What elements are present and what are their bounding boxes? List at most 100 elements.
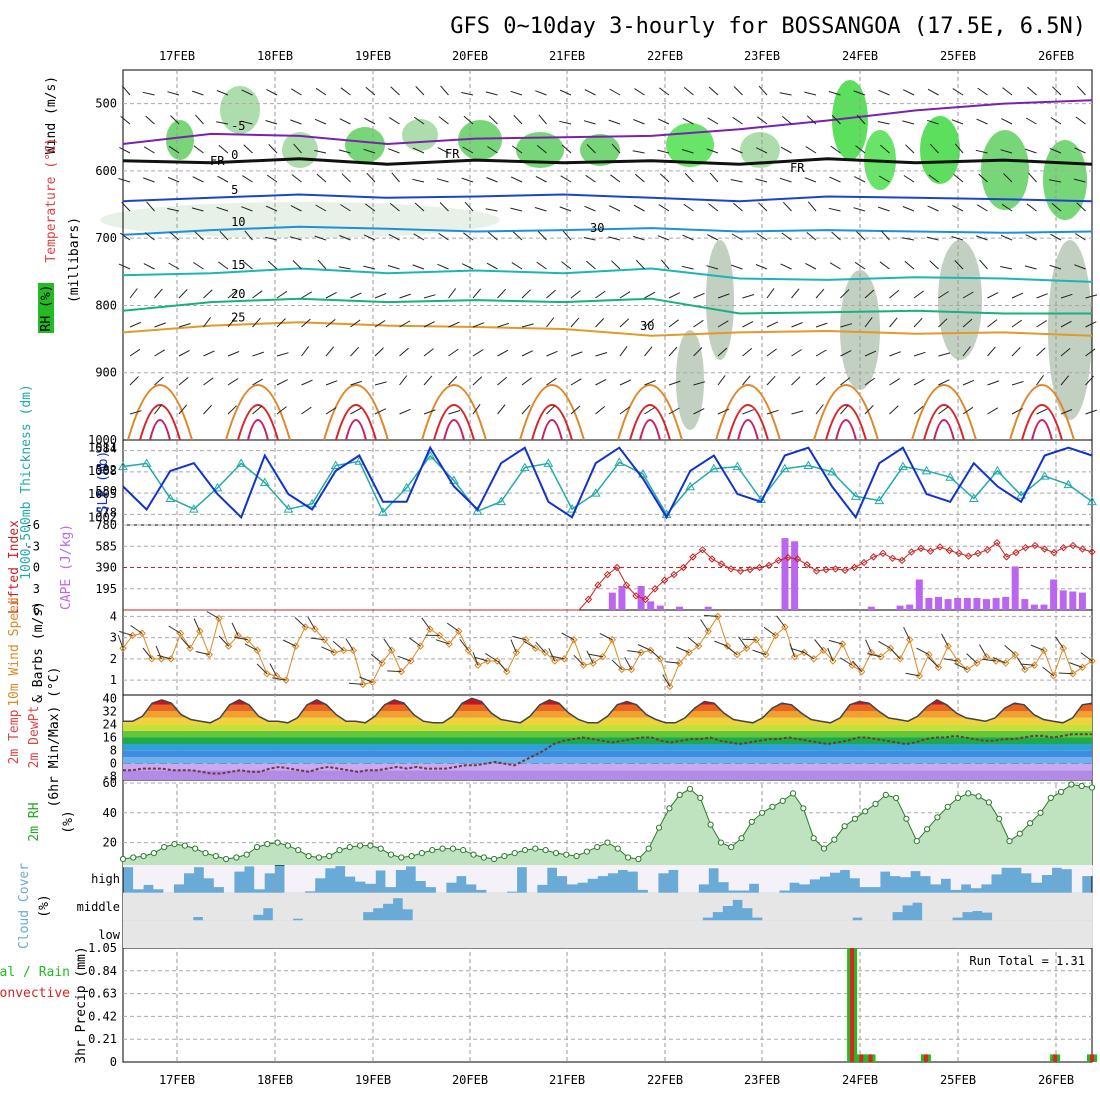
rh2m-point — [583, 848, 591, 855]
wind-barb — [780, 146, 792, 154]
axis-tick-label: 0 — [110, 1055, 117, 1069]
wind-barb — [804, 91, 817, 96]
cloud-cover-cell — [435, 865, 447, 893]
thickness-point — [236, 458, 247, 467]
wind-barb — [731, 264, 743, 270]
cloud-cover-cell — [820, 920, 831, 948]
wind-barb — [1025, 148, 1037, 154]
wind-barb — [195, 114, 204, 125]
temperature-band — [123, 724, 1092, 731]
wind-barb — [938, 406, 949, 415]
rh2m-area — [123, 784, 1092, 865]
wind-barb — [1030, 644, 1045, 651]
date-tick-top: 26FEB — [1038, 49, 1074, 63]
wind-barb — [170, 115, 180, 125]
wind-barb — [219, 230, 229, 241]
warm-contour — [531, 404, 573, 441]
rh2m-point — [233, 854, 240, 861]
wind-barb — [880, 144, 890, 154]
rh2m-point — [1037, 809, 1044, 816]
cape-bar — [608, 592, 616, 610]
wind-barb — [291, 174, 302, 183]
warm-contour — [519, 384, 585, 441]
cloud-cover-cell — [433, 920, 444, 948]
wind-barb — [145, 115, 155, 125]
wind-barb — [191, 207, 204, 212]
wind-barb — [399, 293, 411, 299]
warm-contour — [1021, 404, 1063, 441]
wind-barb — [633, 204, 645, 212]
lifted-index-point — [831, 565, 840, 573]
precip-convective-bar — [923, 1054, 928, 1062]
rh2m-point — [655, 824, 663, 831]
wind-barb — [307, 616, 316, 630]
rh-shading-region — [345, 127, 385, 163]
cloud-cover-cell — [239, 920, 250, 948]
wind-barb — [192, 90, 204, 96]
warm-contour — [127, 384, 193, 441]
wind-barb — [290, 119, 302, 125]
wind-barb — [387, 670, 402, 673]
isotherm-label: 5 — [231, 183, 238, 197]
isotherm-label: 10 — [231, 215, 245, 229]
wind-barb — [1085, 409, 1097, 415]
wind-barb — [668, 292, 681, 299]
rh2m-point — [924, 826, 931, 833]
wind-barb — [644, 407, 655, 415]
warm-contour — [825, 404, 867, 441]
date-tick-top: 22FEB — [647, 49, 683, 63]
axis-tick-label: 700 — [95, 231, 117, 245]
thickness-point — [1063, 479, 1074, 489]
thickness-point — [732, 461, 743, 471]
wind-barb — [1049, 264, 1062, 270]
cloud-cover-cell — [297, 920, 308, 948]
cloud-cover-cell — [345, 865, 356, 877]
rh2m-axis-label: 2m RH — [27, 802, 42, 841]
wind-barb — [154, 349, 166, 357]
cloud-cover-cell — [132, 920, 143, 948]
rh2m-point — [759, 809, 766, 816]
cloud-cover-cell — [522, 892, 533, 921]
wind-barb — [658, 204, 670, 212]
wind-speed-point — [953, 657, 962, 665]
rh2m-point — [511, 850, 518, 857]
wind-barb — [619, 291, 631, 299]
cloud-cover-cell — [762, 892, 773, 921]
wind-barb — [877, 121, 890, 125]
cloud-cover-cell — [632, 892, 643, 921]
cloud-row-label: middle — [77, 900, 120, 914]
cloud-cover-cell — [981, 865, 992, 885]
lifted-index-point — [651, 585, 659, 593]
wind-barb — [1016, 657, 1026, 670]
lifted-index-axis-label: Lifted Index — [7, 520, 22, 614]
cape-axis-label: CAPE (J/kg) — [59, 524, 74, 610]
rh2m-point — [913, 838, 920, 845]
cloud-cover-cell — [539, 920, 550, 948]
wind-barb — [660, 259, 670, 270]
isotherm-label: -5 — [231, 119, 245, 133]
cloud-cover-cell — [647, 865, 659, 893]
wind-barb — [364, 117, 376, 125]
wind-barb — [649, 649, 661, 660]
wind-barb — [487, 231, 498, 241]
wind-barb — [276, 352, 289, 357]
cloud-cover-cell — [452, 920, 463, 948]
wind-barb — [1060, 375, 1069, 386]
wind-barb — [1036, 347, 1046, 357]
wind-barb — [348, 682, 363, 685]
axis-tick-label: 195 — [95, 582, 117, 596]
wind-barb — [1011, 319, 1023, 328]
cloud-cover-cell — [452, 892, 464, 921]
wind-barb — [927, 88, 939, 96]
wind-barb — [448, 376, 458, 386]
cloud-cover-cell — [212, 892, 224, 921]
cloud-cover-cell — [335, 865, 346, 867]
date-tick-bottom: 19FEB — [355, 1073, 391, 1087]
wind-barb — [448, 348, 459, 357]
cloud-cover-cell — [722, 892, 733, 906]
wind-barb — [241, 89, 253, 96]
cloud-cover-cell — [375, 865, 386, 871]
slp-tick-label: 1011 — [88, 441, 117, 455]
rh2m-point — [429, 847, 436, 854]
lifted-index-point — [584, 595, 593, 604]
